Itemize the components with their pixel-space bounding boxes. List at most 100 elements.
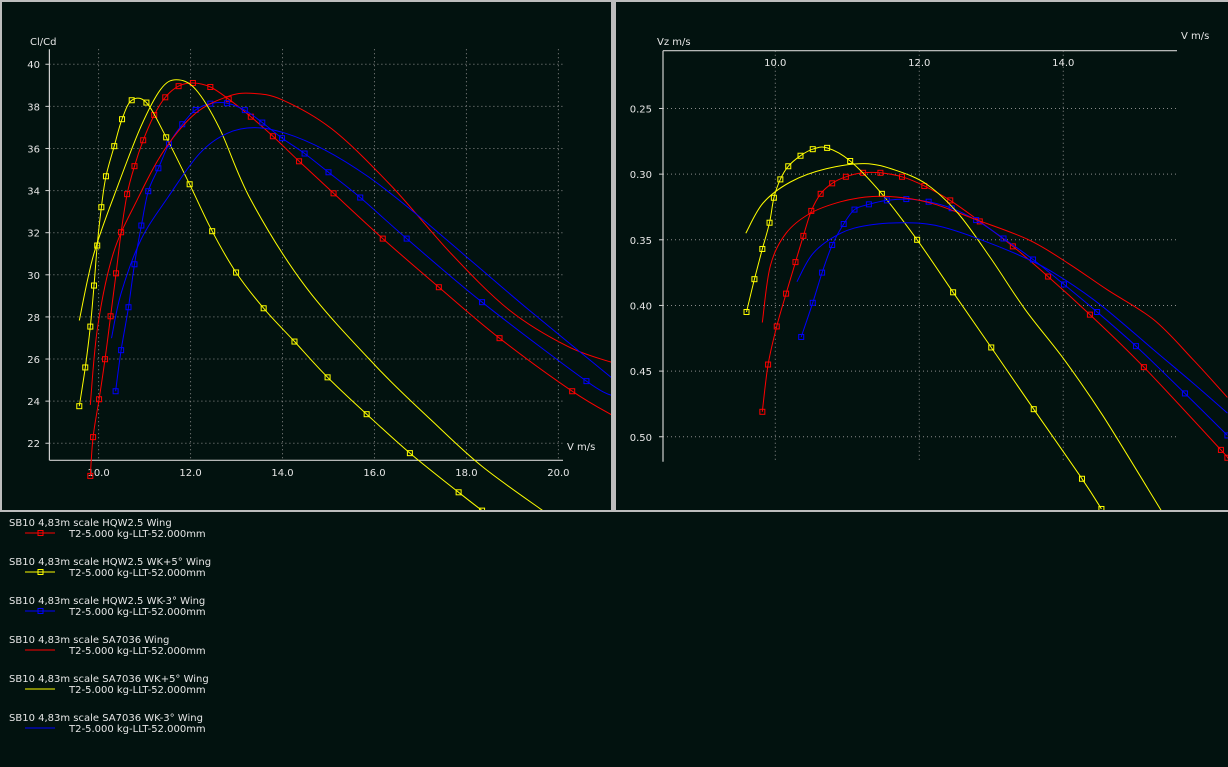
data-point-marker (865, 201, 872, 208)
data-point-marker (259, 119, 266, 126)
series-group (743, 144, 1228, 510)
legend-title: SB10 4,83m scale SA7036 WK+5° Wing (9, 674, 209, 685)
data-point-marker (209, 228, 216, 235)
data-point-marker (777, 176, 784, 183)
legend-line-sample (25, 727, 55, 729)
data-point-marker (1224, 432, 1228, 439)
data-point-marker (819, 269, 826, 276)
x-tick-label: 10.0 (764, 58, 786, 69)
data-point-marker (824, 144, 831, 151)
data-point-marker (379, 235, 386, 242)
x-tick-label: 14.0 (1052, 58, 1074, 69)
data-point-marker (829, 242, 836, 249)
series-line-sb10-4-83m-scale-hqw2-5-wing (761, 171, 1228, 459)
data-point-marker (76, 403, 83, 410)
y-tick-label: 30 (27, 271, 40, 282)
series-line-sb10-4-83m-scale-hqw2-5-wk-3-wing (800, 198, 1228, 436)
data-point-marker (877, 169, 884, 176)
legend-title: SB10 4,83m scale HQW2.5 WK-3° Wing (9, 596, 206, 607)
y-tick-label: 0.50 (630, 433, 652, 444)
sink-rate-vs-speed-chart: Vz m/s V m/s 10.0 12.0 14.0 0.25 0.30 0.35 0.4… (630, 31, 1228, 510)
legend-marker (37, 608, 44, 614)
data-point-marker (1045, 273, 1052, 280)
y-tick-label: 24 (27, 397, 40, 408)
data-point-marker (90, 434, 97, 441)
series-line-sb10-4-83m-scale-sa7036-wing (89, 92, 611, 405)
data-point-marker (102, 356, 109, 363)
data-point-marker (207, 100, 214, 107)
x-tick-label: 12.0 (908, 58, 930, 69)
data-point-marker (102, 173, 109, 180)
x-tick-label: 14.0 (271, 468, 293, 479)
data-point-marker (766, 219, 773, 226)
data-point-marker (98, 204, 105, 211)
series-line-sb10-4-83m-scale-sa7036-wk-3-wing (796, 222, 1228, 414)
legend-line-sample (25, 649, 55, 651)
data-point-marker (151, 111, 158, 118)
polar-plots: Cl/Cd V m/s 10.0 12.0 14.0 16.0 18.0 20.0 22 24… (27, 31, 1228, 510)
legend-line-sample (25, 688, 55, 690)
data-point-marker (175, 83, 182, 90)
y-tick-label: 28 (27, 313, 40, 324)
data-point-marker (842, 173, 849, 180)
data-point-marker (406, 450, 413, 457)
legend-title: SB10 4,83m scale HQW2.5 WK+5° Wing (9, 557, 212, 568)
data-point-marker (113, 270, 120, 277)
legend-title: SB10 4,83m scale SA7036 Wing (9, 635, 170, 646)
data-point-marker (1094, 309, 1101, 316)
x-axis-label: V m/s (567, 442, 595, 453)
sink-rate-chart-panel[interactable] (616, 2, 1228, 510)
data-point-marker (743, 309, 750, 316)
legend-line-sample (25, 530, 55, 536)
data-point-marker (165, 141, 172, 148)
data-point-marker (87, 323, 94, 330)
data-point-marker (1140, 364, 1147, 371)
x-tick-label: 16.0 (363, 468, 385, 479)
series-line-sb10-4-83m-scale-sa7036-wk-5-wing (78, 79, 543, 510)
data-point-marker (817, 190, 824, 197)
series-line-sb10-4-83m-scale-hqw2-5-wk-5-wing (78, 97, 483, 510)
legend-marker (37, 569, 44, 575)
data-point-marker (612, 394, 617, 399)
series-line-sb10-4-83m-scale-sa7036-wk-5-wing (745, 163, 1162, 510)
y-tick-label: 34 (27, 187, 40, 198)
data-point-marker (1181, 390, 1188, 397)
x-tick-label: 12.0 (179, 468, 201, 479)
data-point-marker (947, 197, 954, 204)
legend-subtitle: T2-5.000 kg-LLT-52.000mm (69, 568, 206, 579)
data-point-marker (1224, 454, 1228, 461)
data-point-marker (455, 489, 462, 496)
y-tick-label: 36 (27, 144, 40, 155)
y-tick-label: 0.45 (630, 367, 652, 378)
data-point-marker (800, 232, 807, 239)
data-point-marker (1217, 446, 1224, 453)
data-point-marker (96, 396, 103, 403)
data-point-marker (773, 323, 780, 330)
data-point-marker (479, 299, 486, 306)
data-point-marker (809, 299, 816, 306)
data-point-marker (111, 143, 118, 150)
data-point-marker (325, 169, 332, 176)
data-point-marker (783, 290, 790, 297)
series-line-sb10-4-83m-scale-hqw2-5-wk-5-wing (746, 146, 1102, 510)
data-point-marker (759, 408, 766, 415)
data-point-marker (829, 180, 836, 187)
data-point-marker (192, 106, 199, 113)
data-point-marker (112, 388, 119, 395)
data-point-marker (785, 163, 792, 170)
data-point-marker (301, 150, 308, 157)
legend-marker (37, 530, 44, 536)
data-point-marker (1098, 505, 1105, 510)
data-point-marker (82, 364, 89, 371)
data-point-marker (792, 259, 799, 266)
clcd-chart-panel[interactable] (2, 2, 611, 510)
data-point-marker (296, 158, 303, 165)
data-point-marker (860, 169, 867, 176)
data-point-marker (279, 135, 286, 142)
data-point-marker (583, 378, 590, 385)
data-point-marker (435, 284, 442, 291)
data-point-marker (357, 194, 364, 201)
data-point-marker (809, 146, 816, 153)
data-point-marker (118, 347, 125, 354)
data-point-marker (479, 507, 486, 510)
